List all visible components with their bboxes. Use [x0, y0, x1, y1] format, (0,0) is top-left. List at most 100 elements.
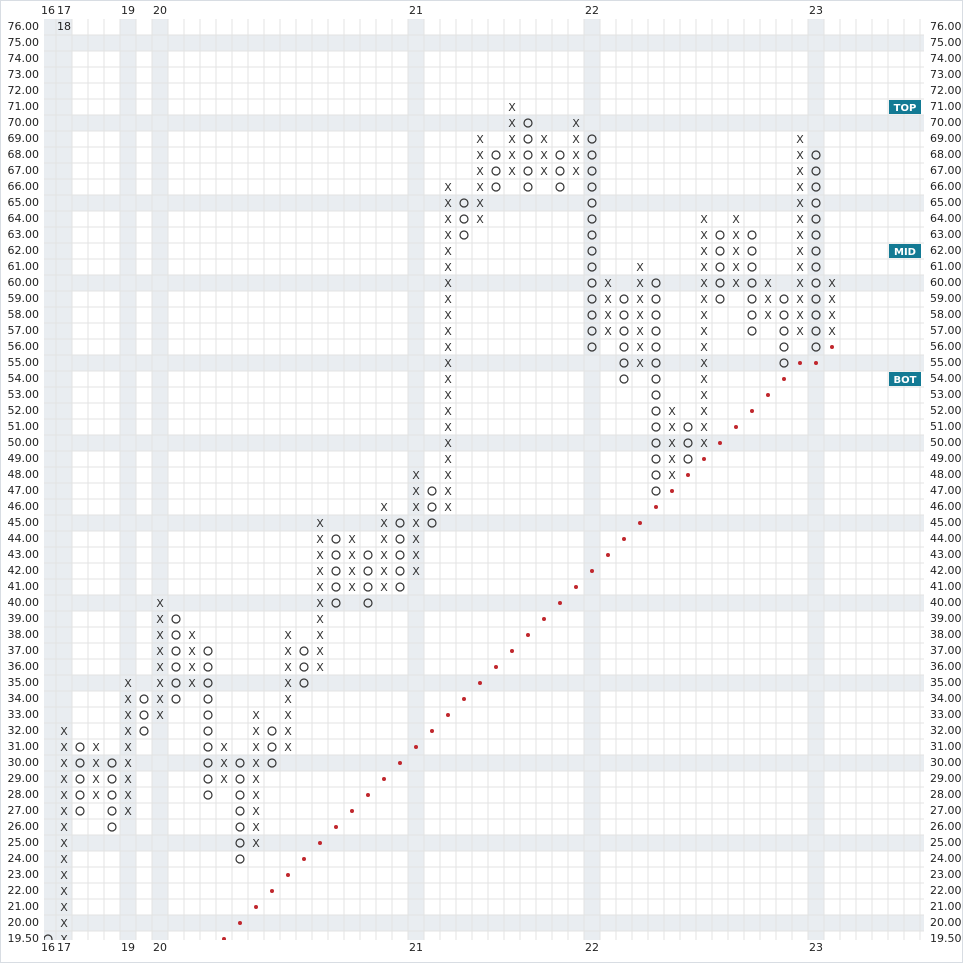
y-tick-label-right: 38.00 — [930, 628, 962, 641]
x-box: X — [700, 277, 708, 290]
o-box — [651, 294, 661, 304]
trend-dot — [222, 937, 226, 940]
o-box — [715, 246, 725, 256]
o-box — [395, 518, 405, 528]
x-box: X — [540, 133, 548, 146]
o-box — [587, 166, 597, 176]
o-box — [171, 694, 181, 704]
x-box: X — [60, 789, 68, 802]
x-box: X — [604, 293, 612, 306]
y-tick-label-right: 48.00 — [930, 468, 962, 481]
o-column — [491, 150, 501, 192]
x-box: X — [444, 453, 452, 466]
y-tick-label-right: 37.00 — [930, 644, 962, 657]
o-box — [171, 646, 181, 656]
y-tick-label: 22.00 — [8, 884, 40, 897]
y-tick-label-right: 44.00 — [930, 532, 962, 545]
o-box — [331, 534, 341, 544]
y-tick-label: 61.00 — [8, 260, 40, 273]
y-tick-label: 36.00 — [8, 660, 40, 673]
x-box: X — [316, 533, 324, 546]
x-box: X — [796, 165, 804, 178]
o-box — [107, 758, 117, 768]
y-tick-label: 34.00 — [8, 692, 40, 705]
o-box — [491, 150, 501, 160]
o-column — [44, 934, 53, 940]
o-box — [75, 758, 85, 768]
x-box: X — [796, 213, 804, 226]
trend-dot — [782, 377, 786, 381]
column-label-top: 17 — [57, 4, 71, 17]
y-tick-label-right: 51.00 — [930, 420, 962, 433]
o-box — [331, 566, 341, 576]
y-tick-label-right: 47.00 — [930, 484, 962, 497]
x-box: X — [604, 309, 612, 322]
o-box — [811, 198, 821, 208]
y-tick-label-right: 64.00 — [930, 212, 962, 225]
trend-dot — [366, 793, 370, 797]
x-box: X — [124, 725, 132, 738]
y-tick-label: 24.00 — [8, 852, 40, 865]
column-label-bottom: 23 — [809, 941, 823, 954]
x-box: X — [92, 741, 100, 754]
o-box — [811, 294, 821, 304]
y-tick-label-right: 68.00 — [930, 148, 962, 161]
bottom-strip — [44, 940, 924, 956]
o-box — [811, 246, 821, 256]
o-box — [107, 806, 117, 816]
o-box — [619, 310, 629, 320]
x-box: X — [156, 597, 164, 610]
o-column — [651, 278, 661, 496]
year-band — [408, 19, 424, 940]
level-marker — [889, 100, 921, 114]
o-box — [395, 550, 405, 560]
y-tick-label-right: 25.00 — [930, 836, 962, 849]
x-box: X — [60, 869, 68, 882]
o-box — [747, 246, 757, 256]
y-tick-label-right: 21.00 — [930, 900, 962, 913]
o-box — [683, 454, 693, 464]
x-box: X — [476, 181, 484, 194]
o-box — [267, 758, 277, 768]
y-tick-label-right: 69.00 — [930, 132, 962, 145]
x-box: X — [668, 421, 676, 434]
x-box: X — [700, 213, 708, 226]
x-box: X — [92, 773, 100, 786]
o-box — [75, 790, 85, 800]
year-band — [44, 19, 56, 940]
o-box — [587, 134, 597, 144]
x-column: XXX — [220, 741, 228, 786]
x-box: X — [796, 293, 804, 306]
o-column — [267, 726, 277, 768]
o-box — [587, 198, 597, 208]
y-tick-label: 27.00 — [8, 804, 40, 817]
o-box — [235, 854, 245, 864]
x-box: X — [540, 165, 548, 178]
o-box — [747, 230, 757, 240]
x-box: X — [508, 101, 516, 114]
o-box — [235, 822, 245, 832]
trend-dot — [558, 601, 562, 605]
y-tick-label-right: 70.00 — [930, 116, 962, 129]
o-box — [203, 774, 213, 784]
o-box — [235, 806, 245, 816]
x-box: X — [252, 837, 260, 850]
o-box — [619, 374, 629, 384]
y-tick-label: 58.00 — [8, 308, 40, 321]
x-box: X — [668, 469, 676, 482]
y-tick-label: 45.00 — [8, 516, 40, 529]
trend-dot — [238, 921, 242, 925]
o-box — [779, 342, 789, 352]
column-label-top: 22 — [585, 4, 599, 17]
y-tick-label: 65.00 — [8, 196, 40, 209]
x-box: X — [412, 485, 420, 498]
o-box — [811, 326, 821, 336]
x-box: X — [700, 229, 708, 242]
